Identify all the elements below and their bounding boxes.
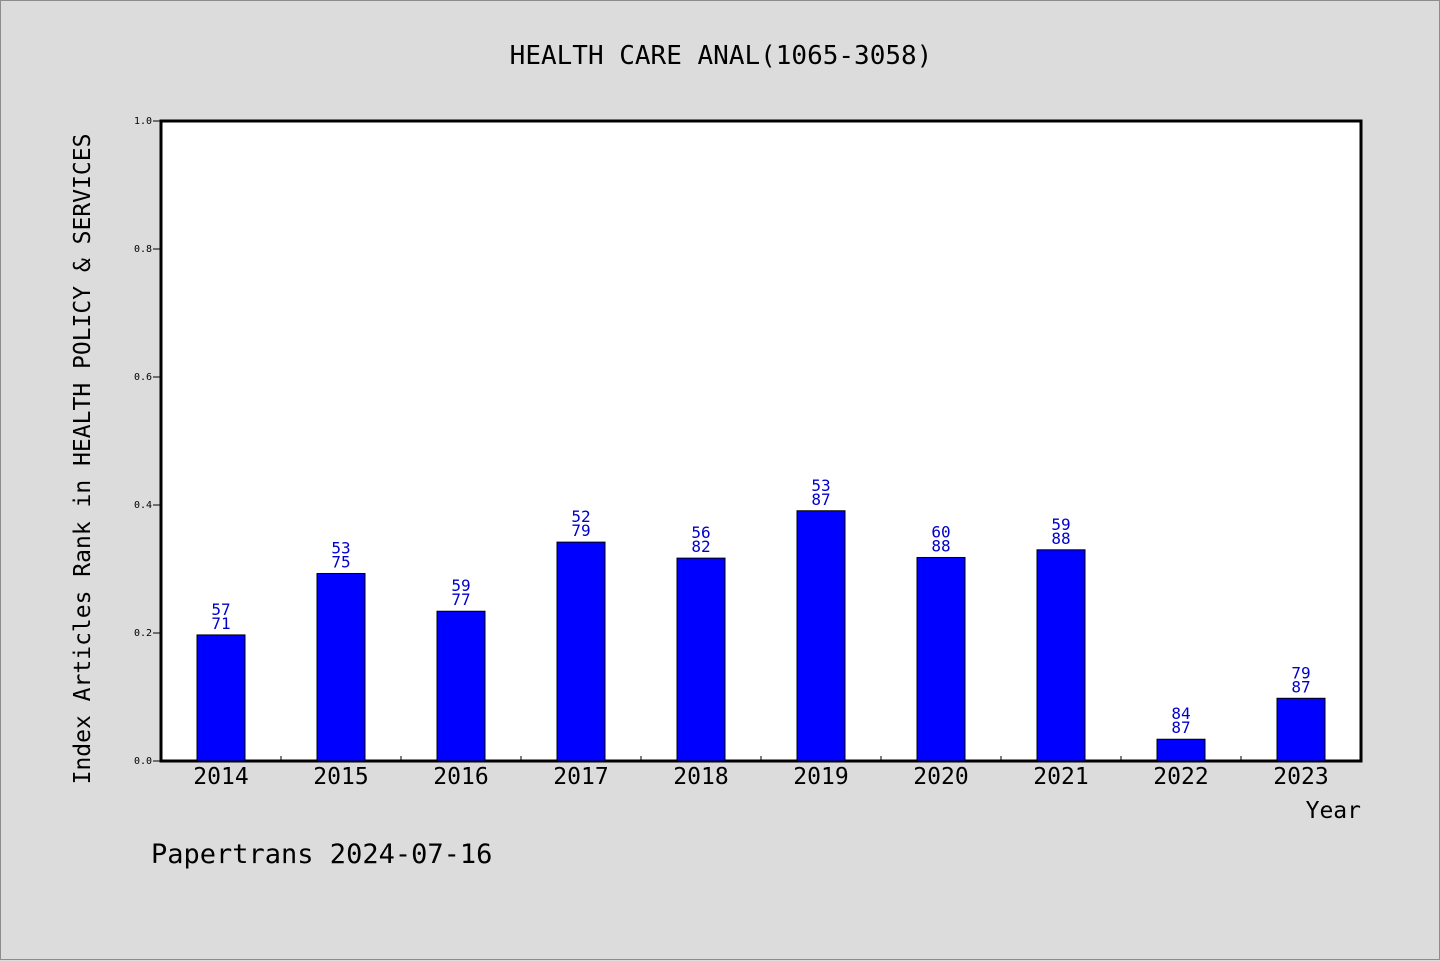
x-tick-label-2019: 2019 (793, 764, 848, 790)
bar-label-top-2014: 57 (211, 600, 230, 619)
chart-title: HEALTH CARE ANAL(1065-3058) (510, 41, 933, 71)
bar-label-bottom-2014: 71 (211, 614, 230, 633)
y-tick-label-0.8: 0.8 (134, 244, 152, 255)
bar-label-bottom-2017: 79 (571, 521, 590, 540)
bar-label-top-2022: 84 (1171, 704, 1190, 723)
bar-label-top-2016: 59 (451, 576, 470, 595)
bar-2023 (1276, 697, 1326, 762)
bar-label-top-2020: 60 (931, 522, 950, 541)
bar-label-top-2017: 52 (571, 507, 590, 526)
bar-label-bottom-2020: 88 (931, 536, 950, 555)
bar-label-top-2019: 53 (811, 476, 830, 495)
bar-label-bottom-2021: 88 (1051, 529, 1070, 548)
bar-label-bottom-2019: 87 (811, 490, 830, 509)
y-tick-label-0.6: 0.6 (134, 372, 152, 383)
x-tick-label-2014: 2014 (193, 764, 248, 790)
y-tick-label-0.0: 0.0 (134, 756, 152, 767)
y-axis-label: Index Articles Rank in HEALTH POLICY & S… (70, 134, 96, 785)
x-axis-ticks: 2014 2015 2016 2017 2018 2019 2020 2021 2022 2023 (193, 756, 1329, 790)
bar-2019 (796, 510, 846, 762)
bar-2018 (676, 557, 726, 762)
x-tick-label-2018: 2018 (673, 764, 728, 790)
bar-label-top-2023: 79 (1291, 663, 1310, 682)
x-tick-label-2021: 2021 (1033, 764, 1088, 790)
bar-label-bottom-2015: 75 (331, 552, 350, 571)
footer-date: Papertrans 2024-07-16 (151, 839, 492, 870)
y-tick-label-0.2: 0.2 (134, 628, 152, 639)
bar-label-bottom-2022: 87 (1171, 718, 1190, 737)
bar-label-bottom-2018: 82 (691, 537, 710, 556)
bar-label-bottom-2016: 77 (451, 590, 470, 609)
y-tick-label-1.0: 1.0 (134, 116, 152, 127)
bar-2020 (916, 556, 966, 762)
y-tick-label-0.4: 0.4 (134, 500, 152, 511)
bar-label-top-2021: 59 (1051, 515, 1070, 534)
bar-2015 (316, 572, 366, 762)
x-tick-label-2022: 2022 (1153, 764, 1208, 790)
bar-label-top-2015: 53 (331, 538, 350, 557)
bar-label-top-2018: 56 (691, 523, 710, 542)
bar-label-bottom-2023: 87 (1291, 677, 1310, 696)
bar-2022 (1156, 738, 1206, 762)
y-axis-ticks: 0.0 0.2 0.4 0.6 0.8 1.0 (134, 116, 161, 767)
x-tick-label-2016: 2016 (433, 764, 488, 790)
x-tick-label-2015: 2015 (313, 764, 368, 790)
x-tick-label-2023: 2023 (1273, 764, 1328, 790)
x-tick-label-2017: 2017 (553, 764, 608, 790)
bar-2016 (436, 610, 486, 762)
x-axis-label: Year (1306, 798, 1361, 824)
x-tick-label-2020: 2020 (913, 764, 968, 790)
bar-2021 (1036, 549, 1086, 762)
bar-2017 (556, 541, 606, 762)
bar-2014 (196, 634, 246, 762)
